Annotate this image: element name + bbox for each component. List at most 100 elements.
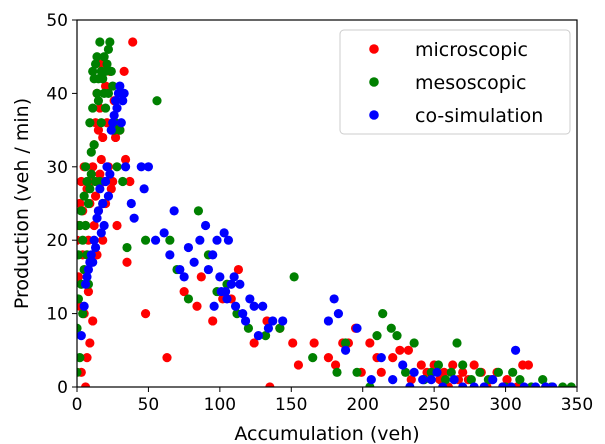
data-point	[439, 367, 449, 377]
data-point	[77, 367, 82, 377]
data-point	[449, 375, 459, 385]
data-point	[162, 353, 172, 363]
data-point	[95, 169, 105, 179]
data-point	[332, 367, 342, 377]
y-tick-label: 30	[46, 158, 68, 178]
x-axis-label: Accumulation (veh)	[234, 423, 419, 444]
legend-box	[339, 29, 571, 135]
data-point	[89, 140, 99, 150]
data-point	[183, 242, 194, 253]
data-point	[118, 176, 128, 187]
data-point	[112, 162, 122, 172]
data-point	[392, 331, 402, 341]
data-point	[92, 213, 102, 223]
data-point	[79, 301, 89, 311]
x-tick-label: 100	[204, 395, 236, 415]
data-point	[405, 382, 415, 387]
data-point	[433, 360, 444, 370]
data-point	[388, 353, 398, 363]
data-point	[136, 162, 146, 172]
data-point	[409, 367, 419, 377]
data-point	[139, 184, 149, 194]
data-point	[378, 309, 388, 319]
data-point	[77, 353, 85, 363]
data-point	[215, 272, 225, 282]
data-point	[293, 360, 304, 370]
data-point	[100, 103, 111, 113]
data-point	[289, 272, 299, 282]
data-point	[352, 367, 362, 377]
data-point	[446, 367, 456, 377]
data-point	[103, 191, 114, 201]
data-point	[77, 294, 84, 304]
points-layer	[77, 37, 576, 387]
legend: microscopic mesoscopic co-simulation	[339, 29, 571, 135]
data-point	[88, 257, 98, 267]
data-point	[80, 279, 91, 289]
data-point	[126, 198, 136, 209]
data-point	[83, 264, 94, 275]
data-point	[488, 375, 498, 385]
data-point	[308, 353, 318, 363]
data-point	[243, 323, 254, 333]
data-point	[102, 59, 112, 69]
data-point	[93, 206, 104, 216]
data-point	[96, 154, 106, 165]
data-point	[105, 169, 115, 179]
data-point	[220, 286, 231, 297]
data-point	[99, 220, 109, 231]
data-point	[458, 360, 468, 370]
data-point	[140, 235, 151, 245]
data-point	[240, 316, 251, 326]
legend-marker	[369, 77, 379, 87]
data-point	[426, 375, 436, 385]
data-point	[275, 323, 285, 333]
data-point	[418, 375, 428, 385]
legend-label: mesoscopic	[415, 72, 526, 94]
data-point	[229, 272, 239, 282]
data-point	[400, 367, 411, 377]
data-point	[86, 250, 96, 260]
x-tick-label: 350	[561, 395, 593, 415]
data-point	[263, 323, 274, 333]
data-point	[92, 52, 102, 62]
y-tick-label: 10	[46, 305, 68, 325]
data-point	[530, 382, 541, 387]
data-point	[395, 345, 405, 355]
data-point	[479, 382, 489, 387]
data-point	[106, 125, 116, 135]
data-point	[119, 88, 129, 98]
data-point	[508, 367, 518, 377]
data-point	[122, 242, 132, 253]
data-point	[90, 242, 101, 253]
data-point	[323, 353, 334, 363]
data-point	[89, 220, 99, 231]
data-point	[110, 96, 121, 106]
data-point	[193, 206, 204, 216]
data-point	[103, 88, 114, 98]
data-point	[506, 382, 516, 387]
data-point	[249, 338, 259, 348]
plot-frame	[76, 19, 578, 388]
legend-marker	[369, 110, 379, 120]
data-point	[108, 176, 118, 187]
data-point	[498, 382, 508, 387]
data-point	[558, 382, 568, 387]
data-point	[120, 162, 131, 172]
data-point	[115, 125, 125, 135]
data-point	[78, 235, 88, 245]
data-point	[85, 184, 95, 194]
data-point	[88, 66, 98, 76]
data-point	[515, 375, 525, 385]
data-point	[340, 345, 351, 355]
data-point	[92, 88, 102, 98]
data-point	[340, 338, 351, 348]
data-point	[80, 220, 91, 231]
data-point	[115, 81, 125, 91]
data-point	[77, 198, 85, 209]
data-point	[86, 147, 96, 157]
data-point	[309, 338, 319, 348]
data-point	[203, 264, 214, 275]
data-point	[85, 338, 95, 348]
x-tick-label: 50	[138, 395, 160, 415]
